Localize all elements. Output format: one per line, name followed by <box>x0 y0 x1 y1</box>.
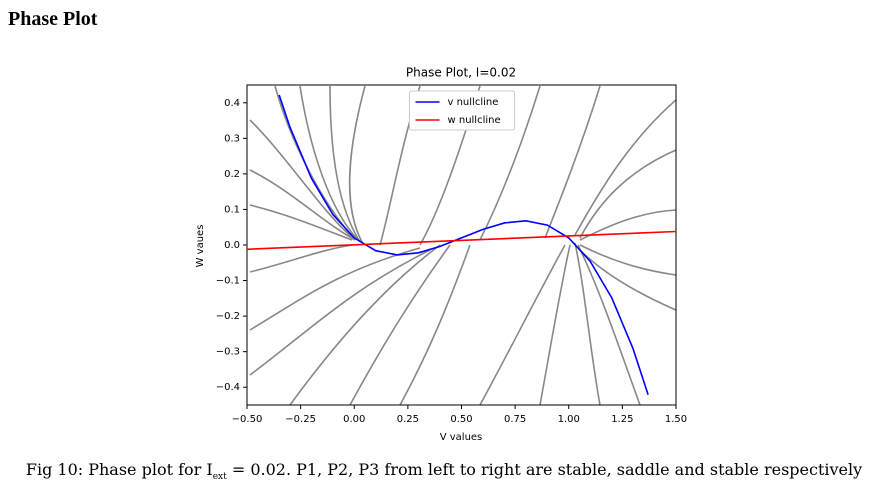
x-tick-label: 0.50 <box>450 414 472 425</box>
x-tick-label: 0.25 <box>397 414 419 425</box>
caption-subscript: ext <box>212 472 227 483</box>
x-tick-label: 0.75 <box>504 414 526 425</box>
x-tick-label: 0.00 <box>343 414 365 425</box>
caption: Fig 10: Phase plot for Iext = 0.02. P1, … <box>0 460 888 482</box>
y-tick-label: −0.2 <box>216 311 240 322</box>
caption-text: Fig 10: Phase plot for I <box>25 460 213 479</box>
chart-title: Phase Plot, I=0.02 <box>406 66 516 80</box>
page-title: Phase Plot <box>8 8 98 30</box>
streamlines <box>249 85 676 405</box>
nullcline <box>278 94 649 395</box>
y-tick-label: 0.0 <box>224 240 240 251</box>
plot-frame <box>246 84 677 406</box>
y-tick-label: −0.1 <box>216 276 240 287</box>
x-axis-label: V values <box>440 432 483 443</box>
y-tick-label: −0.3 <box>216 347 240 358</box>
x-tick-label: 1.25 <box>611 414 633 425</box>
nullcline <box>247 230 676 251</box>
y-axis-label: W vaues <box>195 225 206 268</box>
chart: Phase Plot, I=0.02 V values W vaues −0.5… <box>195 66 687 444</box>
legend-label: v nullcline <box>448 97 499 108</box>
legend-label: w nullcline <box>448 115 501 126</box>
y-tick-label: 0.3 <box>224 133 240 144</box>
x-tick-label: 1.00 <box>558 414 580 425</box>
caption-text: = 0.02. P1, P2, P3 from left to right ar… <box>226 460 863 479</box>
y-tick-label: 0.4 <box>224 98 240 109</box>
y-tick-label: −0.4 <box>216 382 240 393</box>
x-tick-label: −0.25 <box>285 414 316 425</box>
y-tick-label: 0.2 <box>224 169 240 180</box>
x-tick-label: 1.50 <box>665 414 687 425</box>
y-tick-label: 0.1 <box>224 204 240 215</box>
x-tick-label: −0.50 <box>232 414 263 425</box>
